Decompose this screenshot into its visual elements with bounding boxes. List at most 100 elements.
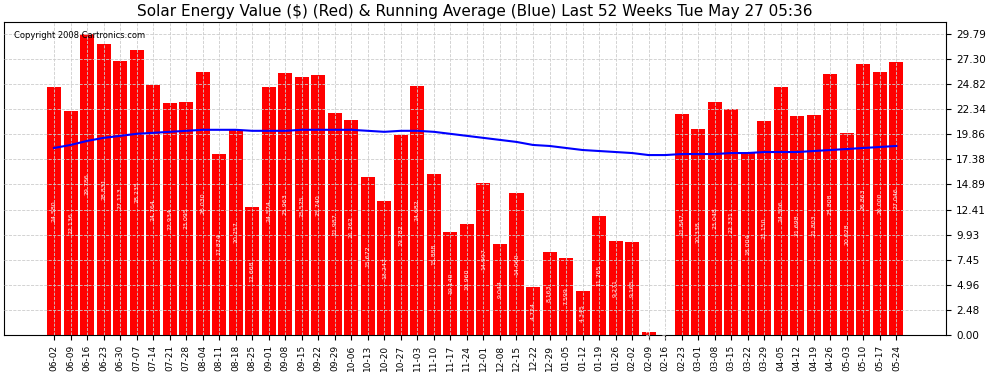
Text: 4.724: 4.724 [531, 302, 536, 320]
Bar [592, 216, 606, 335]
Text: 15.888: 15.888 [432, 244, 437, 265]
Text: 0.317: 0.317 [646, 324, 651, 342]
Bar [807, 115, 821, 335]
Text: 29.786: 29.786 [84, 174, 89, 195]
Bar [229, 130, 243, 335]
Text: 23.095: 23.095 [184, 207, 189, 229]
Text: 12.668: 12.668 [249, 260, 254, 282]
Text: 7.599: 7.599 [563, 288, 568, 305]
Text: 11.765: 11.765 [597, 265, 602, 286]
Bar [460, 224, 474, 335]
Bar [873, 72, 887, 335]
Bar [80, 34, 94, 335]
Bar [311, 75, 326, 335]
Bar [444, 232, 457, 335]
Text: 21.987: 21.987 [333, 213, 338, 235]
Bar [394, 135, 408, 335]
Bar [411, 86, 425, 335]
Text: 10.140: 10.140 [447, 273, 453, 294]
Text: 21.698: 21.698 [795, 214, 800, 236]
Text: 24.506: 24.506 [778, 200, 783, 222]
Text: 24.574: 24.574 [266, 200, 271, 222]
Bar [47, 87, 61, 335]
Text: 20.257: 20.257 [234, 222, 239, 243]
Text: 21.847: 21.847 [679, 214, 684, 236]
Text: 9.271: 9.271 [613, 279, 618, 297]
Bar [543, 252, 556, 335]
Bar [741, 153, 754, 335]
Bar [757, 121, 771, 335]
Text: 20.338: 20.338 [696, 221, 701, 243]
Text: 4.345: 4.345 [580, 304, 585, 322]
Bar [725, 109, 739, 335]
Text: 0.000: 0.000 [662, 326, 667, 344]
Bar [493, 243, 507, 335]
Text: 22.331: 22.331 [729, 211, 734, 233]
Bar [360, 177, 375, 335]
Text: 24.580: 24.580 [51, 200, 56, 222]
Bar [824, 74, 838, 335]
Bar [625, 242, 640, 335]
Bar [476, 183, 490, 335]
Text: 27.113: 27.113 [118, 187, 123, 209]
Bar [609, 241, 623, 335]
Bar [328, 113, 342, 335]
Bar [642, 332, 655, 335]
Bar [510, 193, 524, 335]
Title: Solar Energy Value ($) (Red) & Running Average (Blue) Last 52 Weeks Tue May 27 0: Solar Energy Value ($) (Red) & Running A… [138, 4, 813, 19]
Text: 25.525: 25.525 [299, 195, 304, 217]
Text: 25.808: 25.808 [828, 194, 833, 215]
Text: 18.004: 18.004 [745, 233, 750, 255]
Bar [162, 103, 176, 335]
Text: 24.764: 24.764 [150, 199, 155, 221]
Text: 26.030: 26.030 [200, 193, 205, 214]
Text: 21.803: 21.803 [812, 214, 817, 236]
Text: 21.150: 21.150 [761, 217, 767, 239]
Bar [212, 154, 226, 335]
Bar [345, 120, 358, 335]
Text: 15.672: 15.672 [365, 245, 370, 267]
Text: 19.782: 19.782 [398, 224, 403, 246]
Text: 9.165: 9.165 [630, 280, 635, 297]
Bar [889, 62, 904, 335]
Bar [790, 116, 804, 335]
Bar [674, 114, 689, 335]
Bar [147, 85, 160, 335]
Bar [377, 201, 391, 335]
Text: Copyright 2008 Cartronics.com: Copyright 2008 Cartronics.com [14, 31, 145, 40]
Bar [179, 102, 193, 335]
Text: 27.046: 27.046 [894, 188, 899, 209]
Text: 17.874: 17.874 [217, 234, 222, 255]
Text: 13.247: 13.247 [382, 257, 387, 279]
Text: 20.028: 20.028 [844, 223, 849, 245]
Bar [97, 44, 111, 335]
Bar [113, 61, 127, 335]
Text: 25.963: 25.963 [283, 193, 288, 214]
Bar [130, 50, 144, 335]
Text: 10.960: 10.960 [464, 269, 469, 290]
Text: 26.863: 26.863 [861, 188, 866, 210]
Bar [774, 87, 788, 335]
Bar [575, 291, 590, 335]
Bar [196, 72, 210, 335]
Bar [840, 132, 853, 335]
Bar [526, 287, 540, 335]
Bar [708, 102, 722, 335]
Bar [63, 111, 77, 335]
Text: 22.934: 22.934 [167, 208, 172, 230]
Text: 14.060: 14.060 [514, 253, 519, 274]
Bar [559, 258, 573, 335]
Text: 23.048: 23.048 [712, 208, 717, 230]
Text: 28.831: 28.831 [101, 178, 106, 200]
Text: 24.682: 24.682 [415, 200, 420, 221]
Text: 8.163: 8.163 [547, 285, 552, 303]
Bar [278, 73, 292, 335]
Bar [691, 129, 705, 335]
Bar [856, 63, 870, 335]
Text: 21.262: 21.262 [348, 217, 353, 238]
Text: 14.997: 14.997 [481, 248, 486, 270]
Bar [427, 174, 441, 335]
Bar [246, 207, 259, 335]
Text: 22.136: 22.136 [68, 212, 73, 234]
Bar [261, 87, 276, 335]
